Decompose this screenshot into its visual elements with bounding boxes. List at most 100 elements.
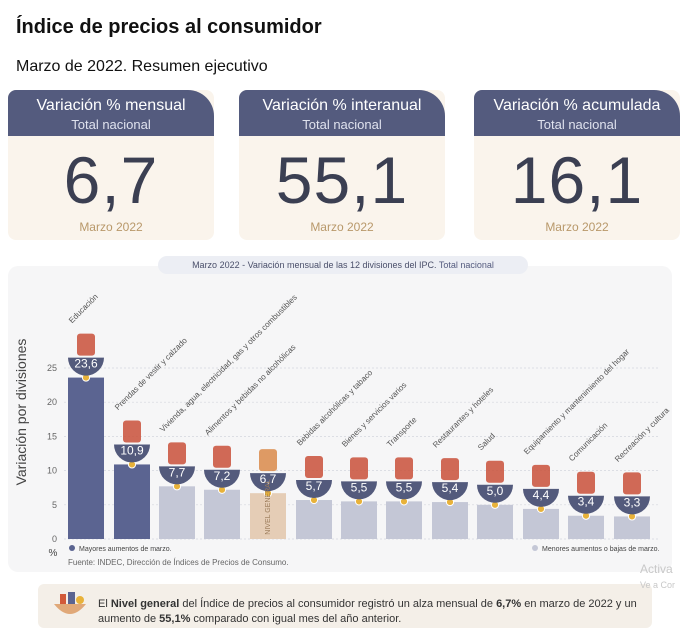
category-icon <box>350 457 368 480</box>
category-icon <box>259 449 277 472</box>
card-acumulada: Variación % acumulada Total nacional 16,… <box>474 90 680 240</box>
page-subtitle: Marzo de 2022. Resumen ejecutivo <box>16 58 268 75</box>
category-label: Comunicación <box>567 421 609 463</box>
legend-swatch <box>532 545 538 551</box>
data-label: 5,5 <box>351 480 368 494</box>
category-icon <box>77 333 95 356</box>
bar <box>341 501 377 539</box>
chart-caption-text: - Variación mensual de las 12 divisiones… <box>239 260 439 270</box>
bar <box>523 508 559 539</box>
card-period: Marzo 2022 <box>79 220 143 234</box>
category-icon <box>577 471 595 494</box>
category-icon <box>395 457 413 480</box>
chart-caption: Marzo 2022 - Variación mensual de las 12… <box>158 256 528 274</box>
data-label: 5,0 <box>487 484 504 498</box>
category-label: Transporte <box>385 415 419 449</box>
chart-caption-period: Marzo 2022 <box>192 260 240 270</box>
data-label: 7,7 <box>169 465 186 479</box>
data-label: 3,3 <box>624 495 641 509</box>
category-icon <box>532 464 550 487</box>
y-tick-label: 5 <box>52 500 57 510</box>
card-sublabel: Total nacional <box>537 117 617 132</box>
category-icon <box>123 420 141 443</box>
bar <box>250 493 286 539</box>
category-icon <box>623 472 641 495</box>
bar <box>568 515 604 539</box>
value-bubble <box>250 473 286 492</box>
data-label: 10,9 <box>120 443 144 457</box>
card-sublabel: Total nacional <box>71 117 151 132</box>
data-label: 3,4 <box>578 495 595 509</box>
category-label: Alimentos y bebidas no alcohólicas <box>203 343 297 437</box>
value-bubble <box>477 484 513 503</box>
category-icon <box>168 442 186 465</box>
value-bubble <box>296 480 332 499</box>
bar <box>68 377 104 539</box>
legend-swatch <box>69 545 75 551</box>
summary-note: El Nivel general del Índice de precios a… <box>38 584 652 628</box>
category-label: Educación <box>67 292 100 325</box>
bar <box>477 504 513 539</box>
category-label: Recreación y cultura <box>613 406 671 464</box>
y-axis-title: Variación por divisiones <box>13 339 29 486</box>
card-header <box>239 90 445 136</box>
summary-text: El Nivel general del Índice de precios a… <box>98 598 637 625</box>
y-unit-label: % <box>49 548 58 559</box>
card-header <box>8 90 214 136</box>
category-label: Bebidas alcohólicas y tabaco <box>295 368 375 448</box>
value-bubble <box>114 444 150 463</box>
bar <box>159 486 195 539</box>
value-bubble <box>204 469 240 488</box>
data-label: 7,2 <box>214 469 231 483</box>
value-bubble <box>341 481 377 500</box>
value-bubble <box>523 488 559 507</box>
shopping-basket-icon <box>54 592 86 614</box>
data-label: 23,6 <box>74 357 98 371</box>
source-note: Fuente: INDEC, Dirección de Índices de P… <box>68 558 289 567</box>
card-interanual: Variación % interanual Total nacional 55… <box>239 90 445 240</box>
bar <box>296 500 332 539</box>
data-label: 5,4 <box>442 481 459 495</box>
card-label: Variación % acumulada <box>493 97 661 114</box>
card-value: 55,1 <box>275 143 409 217</box>
y-tick-label: 10 <box>47 466 57 476</box>
bar <box>386 501 422 539</box>
watermark-line1: Activa <box>640 562 673 576</box>
legend-label: Menores aumentos o bajas de marzo. <box>542 546 660 553</box>
category-label: Prendas de vestir y calzado <box>113 336 189 412</box>
value-bubble <box>159 466 195 485</box>
y-tick-label: 0 <box>52 534 57 544</box>
category-icon <box>486 460 504 483</box>
data-label: 4,4 <box>533 488 550 502</box>
value-bubble <box>386 481 422 500</box>
card-value: 6,7 <box>63 143 159 217</box>
category-icon <box>213 445 231 468</box>
card-header <box>474 90 680 136</box>
y-tick-label: 20 <box>47 397 57 407</box>
category-icon <box>441 458 459 481</box>
y-tick-label: 15 <box>47 431 57 441</box>
legend-label: Mayores aumentos de marzo. <box>79 546 172 553</box>
card-label: Variación % mensual <box>36 97 186 114</box>
card-sublabel: Total nacional <box>302 117 382 132</box>
card-label: Variación % interanual <box>262 97 422 114</box>
page-title: Índice de precios al consumidor <box>16 16 322 38</box>
value-bubble <box>614 496 650 515</box>
bar <box>432 502 468 539</box>
value-bubble <box>68 357 104 376</box>
card-period: Marzo 2022 <box>310 220 374 234</box>
watermark-line2: Ve a Cor <box>640 580 676 590</box>
value-bubble <box>432 482 468 501</box>
category-icon <box>305 456 323 479</box>
bar <box>614 516 650 539</box>
data-label: 6,7 <box>260 472 277 486</box>
data-label: 5,5 <box>396 480 413 494</box>
card-period: Marzo 2022 <box>545 220 609 234</box>
card-mensual: Variación % mensual Total nacional 6,7 M… <box>8 90 214 240</box>
data-label: 5,7 <box>306 479 323 493</box>
chart-caption-scope: Total nacional <box>438 260 494 270</box>
category-label: Equipamiento y mantenimiento del hogar <box>522 347 631 456</box>
category-label: Salud <box>476 431 497 452</box>
bar <box>204 489 240 539</box>
